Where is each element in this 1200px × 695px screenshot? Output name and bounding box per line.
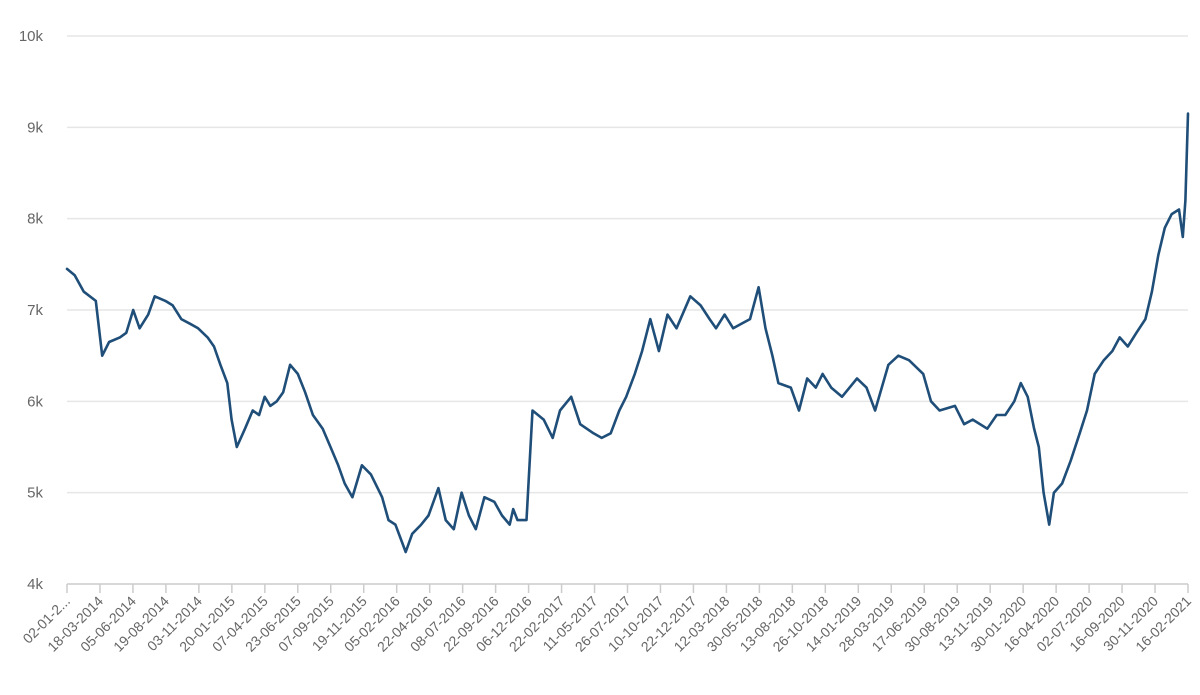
y-axis-labels: 4k 5k 6k 7k 8k 9k 10k [19,28,44,593]
x-axis [66,583,1189,593]
y-tick-label: 9k [27,119,43,136]
series-line [65,112,1190,554]
x-axis-labels: 02-01-2...18-03-201405-06-201419-08-2014… [19,593,1194,655]
y-tick-label: 5k [27,485,43,502]
y-tick-label: 8k [27,211,43,228]
y-tick-label: 7k [27,302,43,319]
gridlines [67,35,1188,494]
series-group [65,112,1190,554]
y-tick-label: 6k [27,393,43,410]
y-tick-label: 4k [27,576,43,593]
y-tick-label: 10k [19,28,44,45]
